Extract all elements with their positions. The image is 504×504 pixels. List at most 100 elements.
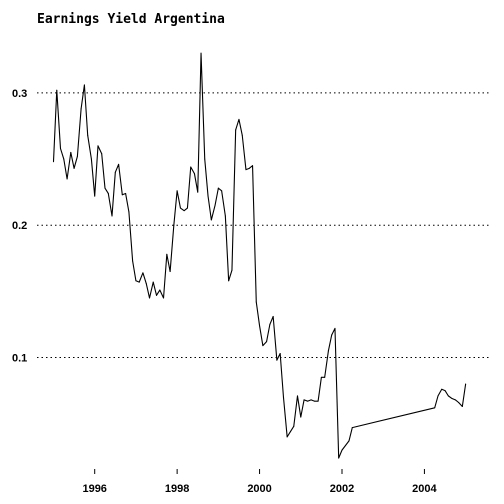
- data-point: [200, 52, 202, 54]
- data-point: [348, 440, 350, 442]
- data-point: [59, 147, 61, 149]
- data-point: [204, 158, 206, 160]
- data-point: [252, 165, 254, 167]
- data-point: [437, 395, 439, 397]
- data-point: [90, 158, 92, 160]
- data-point: [331, 334, 333, 336]
- data-point: [235, 129, 237, 131]
- y-tick-label: 0.1: [12, 353, 27, 365]
- data-point: [217, 187, 219, 189]
- data-point: [317, 400, 319, 402]
- data-point: [341, 449, 343, 451]
- data-point: [152, 281, 154, 283]
- data-point: [76, 155, 78, 157]
- data-point: [107, 192, 109, 194]
- data-point: [279, 353, 281, 355]
- data-point: [183, 210, 185, 212]
- data-point: [80, 108, 82, 110]
- data-point: [441, 388, 443, 390]
- data-point: [52, 161, 54, 163]
- data-point: [166, 253, 168, 255]
- data-point: [327, 350, 329, 352]
- data-point: [310, 399, 312, 401]
- data-point: [97, 145, 99, 147]
- data-point: [259, 325, 261, 327]
- data-point: [190, 166, 192, 168]
- axis-ticks: 0.1 0.2 0.3 1996 1998 2000 2002 2004: [12, 88, 438, 495]
- data-point: [269, 323, 271, 325]
- data-point: [286, 436, 288, 438]
- x-tick-label: 2002: [330, 483, 354, 495]
- data-point: [132, 260, 134, 262]
- data-point: [56, 89, 58, 91]
- data-point: [207, 195, 209, 197]
- data-point: [128, 211, 130, 213]
- data-point: [173, 224, 175, 226]
- data-point: [296, 395, 298, 397]
- data-point: [351, 427, 353, 429]
- data-point: [282, 396, 284, 398]
- data-point: [444, 390, 446, 392]
- data-point: [214, 204, 216, 206]
- x-tick-label: 1998: [165, 483, 189, 495]
- data-point: [266, 341, 268, 343]
- data-point: [149, 297, 151, 299]
- data-point: [303, 399, 305, 401]
- data-point: [176, 190, 178, 192]
- data-point: [447, 395, 449, 397]
- data-point: [262, 345, 264, 347]
- data-point: [83, 84, 85, 86]
- data-point: [289, 431, 291, 433]
- data-point: [101, 153, 103, 155]
- data-point: [138, 281, 140, 283]
- data-point: [163, 297, 165, 299]
- data-point: [451, 398, 453, 400]
- data-point: [111, 215, 113, 217]
- chart-title: Earnings Yield Argentina: [37, 12, 225, 27]
- data-point: [104, 187, 106, 189]
- data-point: [434, 407, 436, 409]
- data-point: [63, 158, 65, 160]
- data-point: [125, 192, 127, 194]
- data-point: [70, 151, 72, 153]
- plot-area: [52, 52, 467, 459]
- data-point: [179, 207, 181, 209]
- data-point: [159, 289, 161, 291]
- data-point: [66, 178, 68, 180]
- data-point: [197, 191, 199, 193]
- y-tick-label: 0.3: [12, 88, 27, 100]
- data-point: [248, 167, 250, 169]
- data-point: [142, 272, 144, 274]
- data-point: [461, 405, 463, 407]
- data-point: [324, 376, 326, 378]
- data-point: [186, 207, 188, 209]
- data-point: [338, 457, 340, 459]
- x-tick-label: 2004: [412, 483, 437, 495]
- data-point: [272, 316, 274, 318]
- y-tick-label: 0.2: [12, 220, 27, 232]
- data-point: [458, 401, 460, 403]
- data-point: [73, 167, 75, 169]
- data-point: [241, 134, 243, 136]
- data-point: [94, 195, 96, 197]
- series-line: [52, 52, 467, 459]
- data-point: [255, 301, 257, 303]
- data-point: [300, 416, 302, 418]
- data-point: [245, 169, 247, 171]
- data-point: [228, 280, 230, 282]
- data-point: [210, 219, 212, 221]
- data-point: [320, 376, 322, 378]
- data-point: [87, 134, 89, 136]
- data-point: [169, 271, 171, 273]
- data-point: [276, 359, 278, 361]
- data-point: [121, 194, 123, 196]
- data-point: [193, 173, 195, 175]
- data-point: [313, 400, 315, 402]
- data-point: [238, 118, 240, 120]
- data-point: [114, 171, 116, 173]
- data-point: [221, 190, 223, 192]
- x-tick-label: 1996: [82, 483, 106, 495]
- x-tick-label: 2000: [247, 483, 271, 495]
- data-point: [135, 280, 137, 282]
